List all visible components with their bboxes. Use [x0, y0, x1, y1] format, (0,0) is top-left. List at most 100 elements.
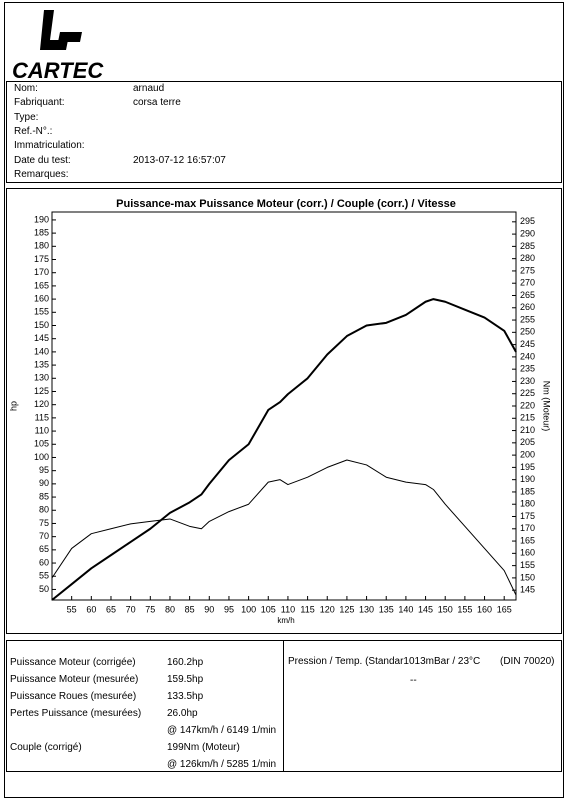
x-tick-label: 145: [418, 604, 433, 614]
info-label: Immatriculation:: [14, 140, 85, 152]
y2-tick-label: 280: [520, 253, 535, 263]
x-tick-label: 155: [457, 604, 472, 614]
x-tick-label: 160: [477, 604, 492, 614]
norm: (DIN 70020): [500, 656, 555, 667]
series-line: [51, 298, 517, 601]
result-value: 159.5hp: [167, 674, 204, 685]
x-tick-label: 75: [145, 604, 155, 614]
info-label: Nom:: [14, 83, 38, 94]
y2-tick-label: 210: [520, 425, 535, 435]
series-line: [51, 459, 517, 596]
y2-tick-label: 260: [520, 302, 535, 312]
logo: CARTEC: [12, 10, 104, 82]
plot-frame: [51, 211, 517, 601]
y-tick-label: 190: [34, 214, 49, 224]
x-tick-label: 105: [261, 604, 276, 614]
y-tick-label: 120: [34, 399, 49, 409]
result-value: 133.5hp: [167, 691, 204, 702]
y2-tick-label: 150: [520, 572, 535, 582]
chart: Puissance-max Puissance Moteur (corr.) /…: [8, 198, 551, 625]
y2-tick-label: 230: [520, 376, 535, 386]
y-tick-label: 125: [34, 386, 49, 396]
info-value: arnaud: [133, 83, 165, 94]
x-tick-label: 140: [398, 604, 413, 614]
x-tick-label: 100: [241, 604, 256, 614]
result-value: 26.0hp: [167, 708, 198, 719]
y-tick-label: 180: [34, 241, 49, 251]
result-label: Puissance Roues (mesurée): [10, 691, 137, 702]
y-tick-label: 80: [39, 505, 49, 515]
y2-tick-label: 205: [520, 437, 535, 447]
x-tick-label: 120: [320, 604, 335, 614]
y-tick-label: 150: [34, 320, 49, 330]
y-tick-label: 110: [35, 425, 49, 435]
x-tick-label: 125: [339, 604, 354, 614]
y2-tick-label: 190: [520, 474, 535, 484]
y-tick-label: 130: [34, 373, 49, 383]
y2-tick-label: 235: [520, 364, 535, 374]
y-tick-label: 50: [39, 584, 49, 594]
y-tick-label: 90: [39, 478, 49, 488]
results-divider: [283, 640, 284, 772]
y2-tick-label: 245: [520, 339, 535, 349]
y2-tick-label: 225: [520, 388, 535, 398]
x-tick-label: 135: [379, 604, 394, 614]
chart-title: Puissance-max Puissance Moteur (corr.) /…: [116, 198, 456, 210]
y-tick-label: 160: [34, 293, 49, 303]
y2-tick-label: 175: [520, 511, 535, 521]
chart-box: [6, 188, 562, 634]
y2-tick-label: 290: [520, 228, 535, 238]
logo-text: CARTEC: [12, 58, 104, 82]
y-tick-label: 100: [34, 452, 49, 462]
results-box: [6, 640, 562, 772]
x-tick-label: 115: [300, 604, 314, 614]
x-tick-label: 130: [359, 604, 374, 614]
info-box: [6, 81, 562, 183]
x-tick-label: 165: [497, 604, 512, 614]
x-tick-label: 60: [86, 604, 96, 614]
x-tick-label: 150: [438, 604, 453, 614]
logo-mark: [58, 32, 82, 42]
result-value: @ 147km/h / 6149 1/min: [167, 725, 277, 736]
y2-tick-label: 240: [520, 351, 535, 361]
result-label: Puissance Moteur (mesurée): [10, 674, 139, 685]
y2-tick-label: 200: [520, 449, 535, 459]
y-tick-label: 75: [39, 518, 49, 528]
y2-tick-label: 250: [520, 327, 535, 337]
y2-tick-label: 295: [520, 216, 535, 226]
x-tick-label: 80: [165, 604, 175, 614]
y2-tick-label: 270: [520, 278, 535, 288]
info-label: Date du test:: [14, 154, 71, 166]
y2-tick-label: 170: [520, 523, 535, 533]
x-tick-label: 90: [204, 604, 214, 614]
y-tick-label: 145: [34, 333, 49, 343]
y-tick-label: 175: [34, 254, 49, 264]
conditions-value: --: [410, 675, 417, 686]
info-label: Fabriquant:: [14, 97, 65, 109]
y-tick-label: 85: [39, 491, 49, 501]
y2-tick-label: 275: [520, 265, 535, 275]
y-tick-label: 140: [34, 346, 49, 356]
x-tick-label: 55: [67, 604, 77, 614]
result-value: 199Nm (Moteur): [167, 742, 240, 753]
y-tick-label: 170: [34, 267, 49, 277]
y-tick-label: 95: [39, 465, 49, 475]
y2-tick-label: 255: [520, 314, 535, 324]
y-tick-label: 165: [34, 280, 49, 290]
y-tick-label: 55: [39, 571, 49, 581]
x-tick-label: 70: [126, 604, 136, 614]
page-frame: [4, 2, 564, 798]
x-tick-label: 85: [185, 604, 195, 614]
y-tick-label: 105: [34, 439, 49, 449]
result-value: 160.2hp: [167, 657, 204, 668]
y2-tick-label: 155: [520, 560, 535, 570]
y-tick-label: 135: [34, 359, 49, 369]
info-value: 2013-07-12 16:57:07: [133, 154, 226, 166]
result-label: Pertes Puissance (mesurées): [10, 708, 142, 719]
y2-tick-label: 185: [520, 486, 535, 496]
x-tick-label: 65: [106, 604, 116, 614]
y2-tick-label: 145: [520, 585, 535, 595]
conditions: Pression / Temp. (Standar1013mBar / 23°C: [288, 656, 481, 667]
x-axis-label: km/h: [277, 616, 294, 625]
